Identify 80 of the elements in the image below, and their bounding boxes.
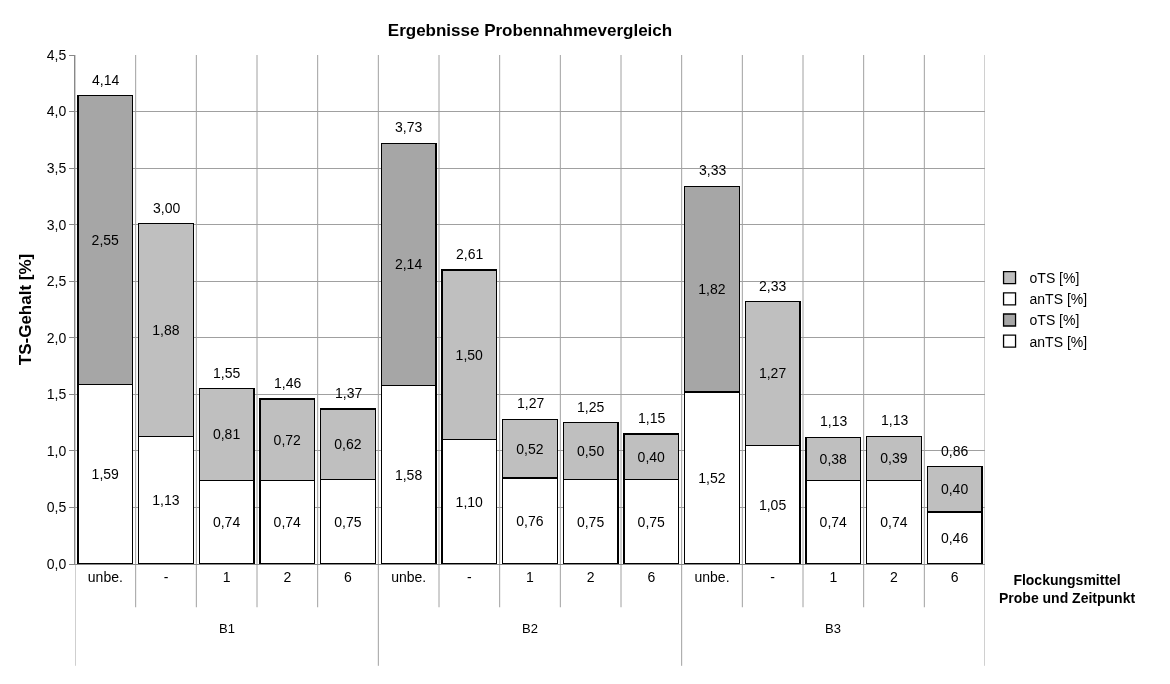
- x-tick-label: 1: [526, 568, 535, 585]
- y-tick-label: 1,5: [46, 386, 67, 403]
- data-label: 1,58: [394, 466, 423, 483]
- data-label: 1,88: [152, 321, 180, 338]
- legend-label: anTS [%]: [1029, 291, 1088, 308]
- y-tick-label: 2,5: [46, 273, 67, 290]
- data-label: 0,46: [940, 529, 969, 546]
- total-label: 3,33: [699, 162, 727, 178]
- data-label: 1,82: [698, 281, 726, 298]
- data-label: 0,74: [880, 514, 908, 531]
- x-tick-label: -: [163, 568, 169, 585]
- x-tick-label: 2: [890, 568, 899, 585]
- data-label: 1,50: [455, 346, 484, 363]
- data-label: 0,50: [576, 442, 605, 459]
- text: B2: [522, 621, 538, 636]
- data-label: 0,39: [880, 450, 908, 467]
- total-label: 1,46: [274, 375, 302, 391]
- data-label: 1,52: [698, 470, 726, 487]
- y-tick-label: 4,0: [46, 103, 67, 120]
- legend-label: oTS [%]: [1029, 270, 1080, 287]
- chart-title: Ergebnisse Probennahmevergleich: [387, 20, 673, 40]
- data-label: 0,62: [334, 436, 362, 453]
- total-label: 3,00: [153, 200, 181, 216]
- data-label: 0,74: [819, 514, 848, 531]
- text: B3: [825, 621, 841, 636]
- total-label: 1,55: [213, 365, 241, 381]
- data-label: 0,75: [576, 513, 605, 530]
- x-tick-label: 1: [222, 568, 231, 585]
- y-tick-label: 0,0: [46, 555, 67, 572]
- x-tick-label: -: [466, 568, 472, 585]
- total-label: 1,25: [577, 399, 605, 415]
- y-tick-label: 0,5: [46, 499, 67, 516]
- x-tick-label: unbe.: [87, 568, 123, 585]
- y-tick-label: 3,0: [46, 216, 67, 233]
- data-label: 1,59: [91, 466, 120, 483]
- data-label: 0,75: [334, 513, 362, 530]
- total-label: 1,13: [820, 413, 848, 429]
- data-label: 0,74: [212, 514, 241, 531]
- data-label: 1,10: [455, 493, 484, 510]
- total-label: 0,86: [941, 443, 969, 459]
- text: B1: [219, 621, 235, 636]
- x-tick-label: 6: [950, 568, 959, 585]
- x-axis-title: Flockungsmittel Probe und Zeitpunkt: [999, 572, 1136, 607]
- y-axis-title: TS-Gehalt [%]: [16, 253, 35, 366]
- legend-label: anTS [%]: [1029, 333, 1088, 350]
- total-label: 2,61: [456, 246, 484, 262]
- legend-label: oTS [%]: [1029, 312, 1080, 329]
- data-label: 1,13: [152, 492, 180, 509]
- total-label: 2,33: [759, 278, 787, 294]
- y-tick-label: 3,5: [46, 160, 67, 177]
- x-tick-label: 2: [586, 568, 595, 585]
- y-tick-label: 2,0: [46, 329, 67, 346]
- data-label: 0,40: [637, 448, 666, 465]
- x-tick-label: 6: [344, 568, 353, 585]
- data-label: 1,05: [758, 496, 787, 513]
- data-label: 1,27: [758, 365, 787, 382]
- data-label: 2,55: [91, 231, 120, 248]
- total-label: 3,73: [395, 119, 423, 135]
- total-label: 1,37: [335, 385, 363, 401]
- x-tick-label: unbe.: [694, 568, 730, 585]
- x-tick-label: -: [770, 568, 776, 585]
- data-label: 0,76: [516, 513, 544, 530]
- data-label: 0,75: [637, 513, 666, 530]
- y-tick-label: 1,0: [46, 442, 67, 459]
- x-tick-label: 2: [283, 568, 292, 585]
- x-tick-label: 6: [647, 568, 656, 585]
- data-label: 0,52: [516, 440, 544, 457]
- total-label: 1,13: [881, 412, 909, 428]
- data-label: 0,81: [212, 426, 241, 443]
- total-label: 1,27: [517, 395, 545, 411]
- data-label: 0,72: [273, 431, 302, 448]
- data-label: 0,40: [940, 481, 969, 498]
- total-label: 4,14: [92, 72, 120, 88]
- x-tick-label: unbe.: [391, 568, 427, 585]
- data-label: 2,14: [394, 256, 423, 273]
- data-label: 0,38: [819, 450, 848, 467]
- x-tick-label: 1: [829, 568, 838, 585]
- total-label: 1,15: [638, 410, 666, 426]
- data-label: 0,74: [273, 514, 302, 531]
- y-tick-label: 4,5: [46, 46, 67, 63]
